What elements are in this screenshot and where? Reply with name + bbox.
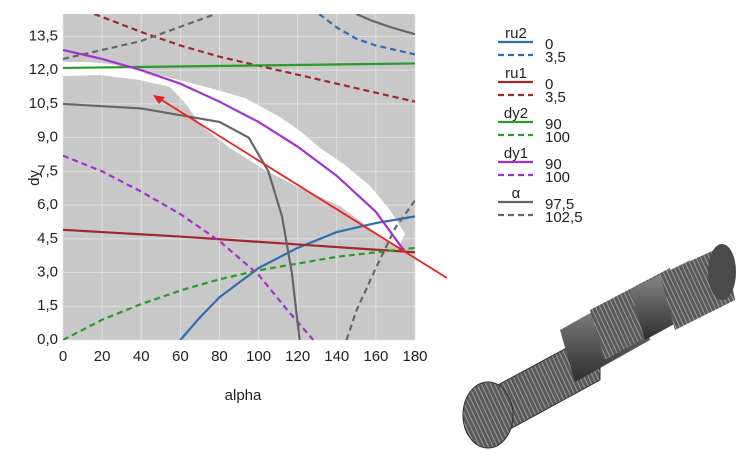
x-tick-label: 0: [59, 348, 67, 365]
legend-group: ru2: [505, 25, 527, 42]
legend-group: dy1: [504, 145, 528, 162]
y-tick-label: 1,5: [37, 297, 58, 314]
legend-label: 100: [545, 129, 570, 146]
y-tick-label: 7,5: [37, 162, 58, 179]
x-tick-label: 100: [246, 348, 271, 365]
x-tick-label: 160: [363, 348, 388, 365]
y-tick-label: 12,0: [29, 61, 58, 78]
x-tick-label: 60: [172, 348, 189, 365]
legend-group: dy2: [504, 105, 528, 122]
y-tick-label: 4,5: [37, 230, 58, 247]
shaft: [463, 244, 736, 448]
legend-label: 3,5: [545, 49, 566, 66]
x-tick-label: 40: [133, 348, 150, 365]
x-tick-label: 80: [211, 348, 228, 365]
legend-label: 102,5: [545, 209, 583, 226]
legend-label: 3,5: [545, 89, 566, 106]
y-tick-label: 9,0: [37, 129, 58, 146]
legend-label: 100: [545, 169, 570, 186]
x-tick-label: 140: [324, 348, 349, 365]
y-tick-label: 3,0: [37, 264, 58, 281]
x-tick-label: 20: [94, 348, 111, 365]
x-tick-label: 120: [285, 348, 310, 365]
y-tick-label: 6,0: [37, 196, 58, 213]
legend-group: ru1: [505, 65, 527, 82]
y-tick-label: 13,5: [29, 27, 58, 44]
chart: dy alpha 0204060801001201401601800,01,53…: [0, 0, 739, 468]
y-tick-label: 10,5: [29, 95, 58, 112]
y-tick-label: 0,0: [37, 331, 58, 348]
x-tick-label: 180: [402, 348, 427, 365]
x-axis-label: alpha: [225, 387, 262, 404]
legend-group: α: [512, 185, 521, 202]
